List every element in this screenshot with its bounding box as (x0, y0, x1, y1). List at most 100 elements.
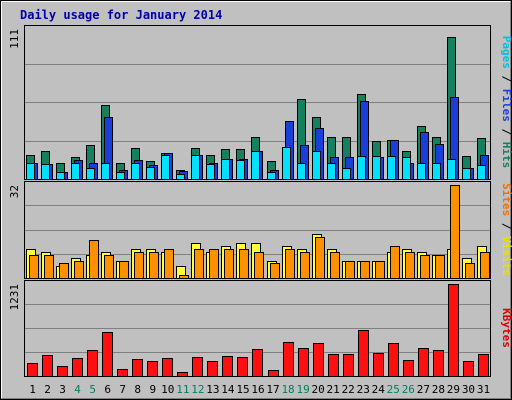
kbytes-bar-kbytes (177, 372, 188, 377)
hits-bar-pages (101, 163, 110, 180)
kbytes-bar-kbytes (237, 357, 248, 377)
x-tick-label: 8 (134, 383, 141, 396)
kbytes-bar-kbytes (433, 350, 444, 377)
visits-bar-sites (330, 252, 340, 279)
kbytes-bar-kbytes (448, 284, 459, 377)
visits-legend-part: Sites (500, 183, 512, 216)
visits-bar-sites (149, 252, 159, 279)
visits-bar-sites (74, 261, 84, 279)
hits-bar-pages (282, 147, 291, 180)
kbytes-bar-kbytes (117, 369, 128, 377)
hits-bar-pages (357, 156, 366, 180)
visits-bar-sites (480, 252, 490, 279)
x-tick-label: 4 (74, 383, 81, 396)
kbytes-bar-kbytes (478, 354, 489, 377)
hits-bar-pages (297, 163, 306, 180)
x-tick-label: 1 (29, 383, 36, 396)
hits-legend-part: Pages (500, 36, 512, 69)
hits-bar-pages (236, 160, 245, 180)
x-tick-label: 10 (161, 383, 174, 396)
hits-bar-pages (26, 163, 35, 180)
visits-bar-sites (300, 252, 310, 279)
visits-bar-sites (239, 249, 249, 279)
kbytes-bar-kbytes (72, 358, 83, 377)
x-tick-label: 25 (387, 383, 400, 396)
hits-legend-part: / (500, 122, 512, 142)
x-tick-label: 17 (266, 383, 279, 396)
x-tick-label: 20 (312, 383, 325, 396)
visits-bar-sites (390, 246, 400, 279)
visits-bar-sites (360, 261, 370, 279)
visits-bar-sites (405, 252, 415, 279)
x-tick-label: 22 (342, 383, 355, 396)
kbytes-bar-kbytes (358, 330, 369, 377)
kbytes-bar-kbytes (132, 359, 143, 377)
kbytes-bar-kbytes (283, 342, 294, 377)
visits-bar-sites (375, 261, 385, 279)
kbytes-bar-kbytes (463, 361, 474, 377)
kbytes-bar-kbytes (27, 363, 38, 377)
x-tick-label: 27 (417, 383, 430, 396)
kbytes-ymax-label: 1231 (8, 284, 21, 311)
hits-bar-pages (432, 163, 441, 180)
visits-bar-sites (254, 252, 264, 279)
hits-ymax-label: 111 (8, 29, 21, 49)
hits-bar-pages (161, 155, 170, 180)
x-tick-label: 11 (176, 383, 189, 396)
visits-bar-sites (194, 249, 204, 279)
x-tick-label: 30 (462, 383, 475, 396)
kbytes-bar-kbytes (192, 357, 203, 377)
visits-bar-sites (29, 255, 39, 279)
hits-bar-pages (86, 168, 95, 180)
kbytes-legend-part: KBytes (500, 308, 512, 348)
panel-hits: 111 Pages / Files / Hits (8, 25, 512, 180)
hits-bar-pages (221, 159, 230, 180)
x-tick-label: 21 (327, 383, 340, 396)
hits-bar-pages (176, 174, 185, 180)
kbytes-bar-kbytes (42, 355, 53, 377)
hits-bar-pages (387, 156, 396, 180)
visits-bar-sites (285, 249, 295, 279)
visits-legend-part: / (500, 216, 512, 236)
visits-bar-sites (435, 255, 445, 279)
kbytes-bar-kbytes (207, 361, 218, 377)
visits-bar-sites (104, 255, 114, 279)
x-tick-label: 16 (251, 383, 264, 396)
x-tick-label: 14 (221, 383, 235, 396)
hits-side-legend: Pages / Files / Hits (500, 36, 512, 169)
x-tick-label: 26 (402, 383, 415, 396)
visits-bar-sites (465, 263, 475, 279)
hits-bar-pages (327, 163, 336, 180)
x-tick-label: 2 (44, 383, 51, 396)
visits-bar-sites (224, 249, 234, 279)
chart-title: Daily usage for January 2014 (20, 8, 222, 22)
kbytes-side-legend: KBytes (500, 308, 512, 348)
visits-bar-sites (209, 249, 219, 279)
visits-bar-sites (315, 237, 325, 279)
hits-bar-pages (146, 167, 155, 180)
hits-bar-pages (116, 172, 125, 180)
hits-bar-pages (402, 157, 411, 180)
x-tick-label: 19 (296, 383, 309, 396)
x-tick-label: 12 (191, 383, 204, 396)
chart-panels: 111 Pages / Files / Hits 32 Sites / Visits 1… (8, 25, 512, 377)
visits-bar-sites (119, 261, 129, 279)
visits-bar-sites (345, 261, 355, 279)
kbytes-bar-kbytes (102, 332, 113, 377)
kbytes-bar-kbytes (403, 360, 414, 377)
x-tick-label: 15 (236, 383, 249, 396)
x-tick-label: 5 (89, 383, 96, 396)
x-tick-label: 29 (447, 383, 460, 396)
hits-bar-pages (477, 165, 486, 180)
visits-bar-sites (179, 275, 189, 279)
kbytes-bar-kbytes (57, 366, 68, 377)
hits-bar-pages (206, 164, 215, 180)
kbytes-bar-kbytes (147, 361, 158, 377)
x-tick-label: 3 (59, 383, 66, 396)
visits-legend-part: Visits (500, 236, 512, 276)
x-tick-label: 7 (119, 383, 126, 396)
x-tick-label: 13 (206, 383, 219, 396)
hits-bar-pages (71, 163, 80, 180)
hits-bar-pages (342, 168, 351, 180)
